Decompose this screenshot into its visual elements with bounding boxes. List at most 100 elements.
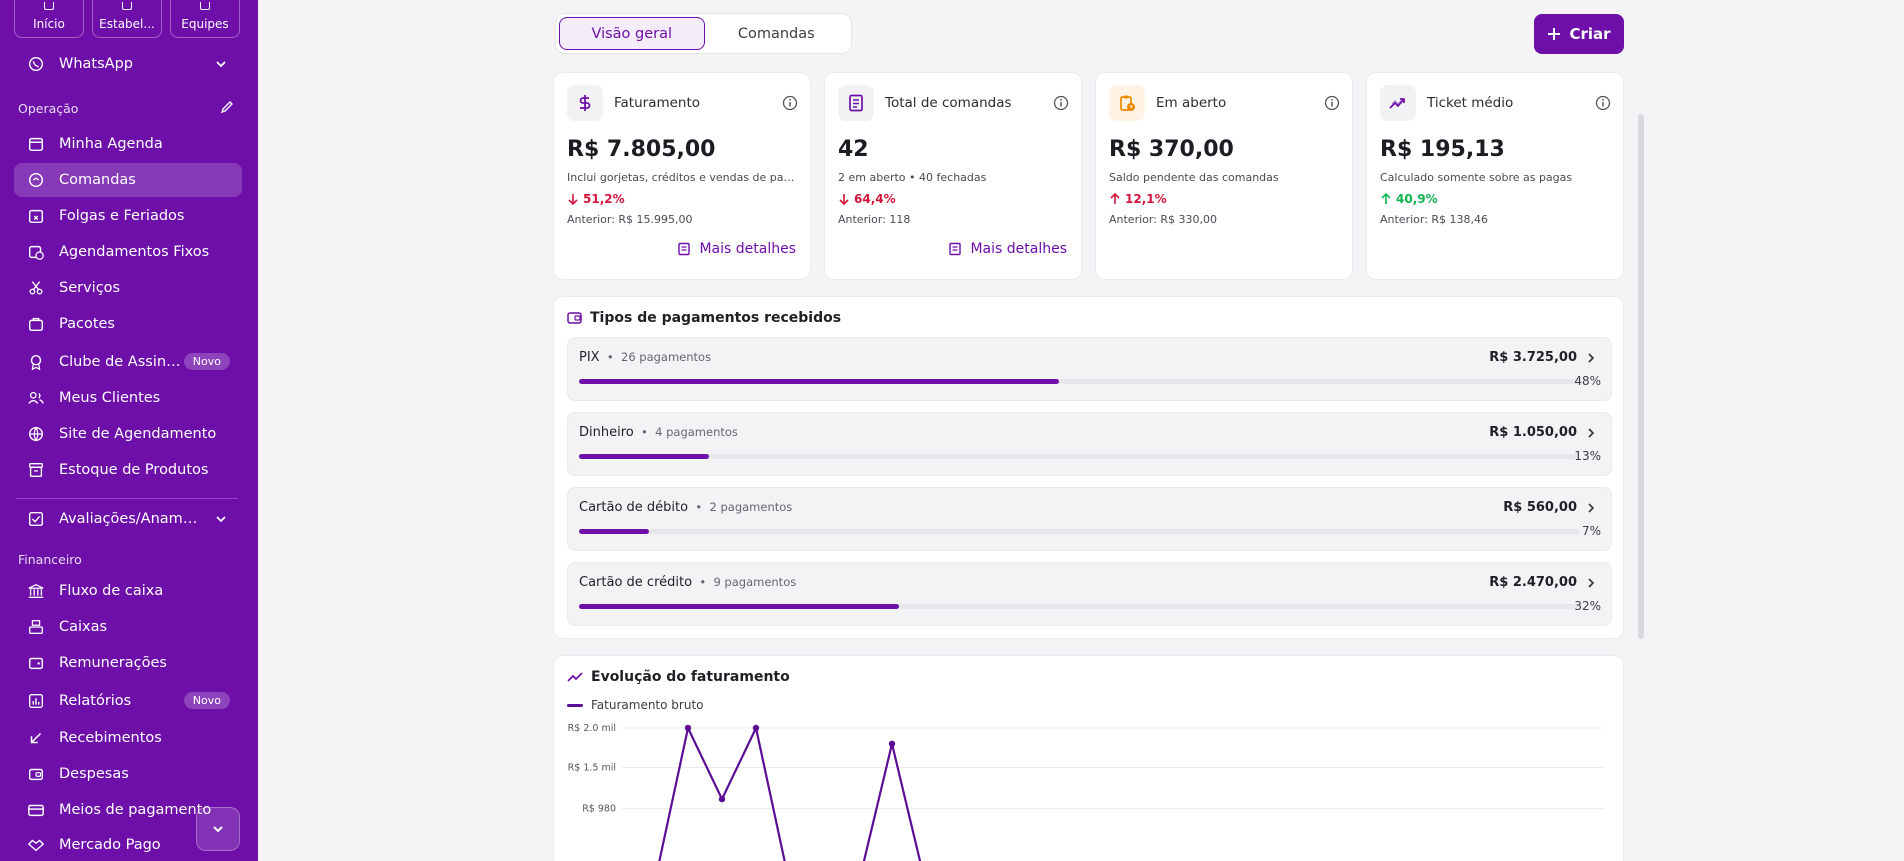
tab-visao-geral[interactable]: Visão geral — [559, 17, 705, 50]
payment-count: 9 pagamentos — [713, 575, 797, 589]
sidebar-item-label: Meios de pagamento — [59, 802, 212, 818]
info-icon[interactable] — [1595, 95, 1611, 111]
sidebar-item-agendamentos-fixos[interactable]: Agendamentos Fixos — [14, 235, 242, 269]
sidebar-item-label: Folgas e Feriados — [59, 208, 185, 224]
payment-name: Dinheiro • 4 pagamentos — [579, 425, 738, 440]
sidebar-item-site-agendamento[interactable]: Site de Agendamento — [14, 417, 242, 451]
handshake-icon — [27, 839, 45, 852]
payment-count: 4 pagamentos — [655, 425, 738, 439]
more-details-link[interactable]: Mais detalhes — [948, 241, 1067, 257]
sidebar-item-label: Remunerações — [59, 655, 167, 671]
payment-row[interactable]: PIX • 26 pagamentos R$ 3.725,00 48% — [567, 337, 1612, 401]
sidebar-item-comandas[interactable]: Comandas — [14, 163, 242, 197]
sidebar-item-servicos[interactable]: Serviços — [14, 271, 242, 305]
sidebar-item-label: WhatsApp — [59, 56, 133, 72]
calendar-clock-icon — [28, 245, 44, 260]
progress-track — [579, 529, 1579, 534]
sidebar-item-label: Relatórios — [59, 693, 132, 709]
payment-name: Cartão de débito • 2 pagamentos — [579, 500, 793, 515]
chevron-right-icon — [1588, 428, 1595, 438]
payment-amount: R$ 3.725,00 — [1489, 350, 1577, 365]
view-tabs: Visão geral Comandas — [555, 13, 852, 54]
sidebar-item-meios-pagamento[interactable]: Meios de pagamento — [14, 793, 242, 827]
main-scrollbar[interactable] — [1638, 114, 1644, 639]
sidebar-item-mercado-pago[interactable]: Mercado Pago — [14, 828, 242, 861]
create-button[interactable]: Criar — [1534, 14, 1624, 54]
sidebar-item-minha-agenda[interactable]: Minha Agenda — [14, 127, 242, 161]
sidebar-item-label: Pacotes — [59, 316, 115, 332]
chevron-down-icon — [216, 516, 226, 523]
sidebar-item-estoque[interactable]: Estoque de Produtos — [14, 453, 242, 487]
tab-comandas[interactable]: Comandas — [737, 25, 815, 42]
y-tick-label: R$ 980 — [582, 804, 616, 815]
progress-track — [579, 454, 1579, 459]
progress-track — [579, 379, 1579, 384]
trend-icon — [1380, 85, 1416, 121]
more-details-link[interactable]: Mais detalhes — [677, 241, 796, 257]
arrow-up-icon — [1110, 193, 1120, 204]
payment-row[interactable]: Dinheiro • 4 pagamentos R$ 1.050,00 13% — [567, 412, 1612, 476]
calendar-x-icon — [28, 209, 44, 224]
sidebar-item-relatorios[interactable]: Relatórios Novo — [14, 684, 242, 718]
data-point[interactable] — [684, 724, 692, 732]
archive-icon — [29, 463, 43, 477]
sidebar-item-clube-assinatura[interactable]: Clube de Assina... Novo — [14, 345, 242, 379]
kpi-title: Faturamento — [614, 95, 701, 111]
sidebar-item-label: Caixas — [59, 619, 108, 635]
info-icon[interactable] — [782, 95, 798, 111]
wallet-icon — [28, 768, 44, 781]
more-details-label: Mais detalhes — [970, 241, 1067, 257]
new-badge: Novo — [183, 692, 230, 709]
progress-fill — [579, 604, 899, 609]
top-tab-label: Estabel... — [99, 17, 155, 31]
payment-row[interactable]: Cartão de crédito • 9 pagamentos R$ 2.47… — [567, 562, 1612, 626]
sidebar: Início Estabel... Equipes WhatsApp Opera… — [0, 0, 258, 861]
sidebar-item-whatsapp[interactable]: WhatsApp — [14, 47, 242, 81]
y-tick-label: R$ 1.5 mil — [568, 763, 616, 774]
kpi-delta: 51,2% — [567, 192, 625, 206]
payment-types-panel: Tipos de pagamentos recebidos PIX • 26 p… — [553, 296, 1624, 639]
kpi-card-faturamento: Faturamento R$ 7.805,00 Inclui gorjetas,… — [553, 72, 811, 280]
payment-percent: 48% — [1574, 374, 1601, 388]
payment-method: PIX — [579, 350, 600, 365]
bar-chart-icon — [29, 694, 43, 708]
data-point[interactable] — [718, 795, 726, 803]
kpi-subtitle: Inclui gorjetas, créditos e vendas de pa… — [567, 171, 799, 184]
chevron-right-icon — [1588, 503, 1595, 513]
sidebar-item-label: Meus Clientes — [59, 390, 161, 406]
top-tab-inicio[interactable]: Início — [14, 0, 84, 38]
info-icon[interactable] — [1324, 95, 1340, 111]
cash-register-icon — [29, 620, 43, 634]
info-icon[interactable] — [1053, 95, 1069, 111]
kpi-subtitle: 2 em aberto • 40 fechadas — [838, 171, 987, 184]
scroll-down-button[interactable] — [196, 807, 240, 851]
progress-fill — [579, 529, 649, 534]
top-tab-estabelecimento[interactable]: Estabel... — [92, 0, 162, 38]
progress-fill — [579, 454, 709, 459]
kpi-previous: Anterior: 118 — [838, 213, 911, 226]
package-icon — [28, 317, 44, 332]
sidebar-item-recebimentos[interactable]: Recebimentos — [14, 721, 242, 755]
sidebar-item-avaliacoes[interactable]: Avaliações/Anamn... — [14, 502, 242, 536]
sidebar-item-fluxo-caixa[interactable]: Fluxo de caixa — [14, 574, 242, 608]
sidebar-item-folgas[interactable]: Folgas e Feriados — [14, 199, 242, 233]
sidebar-item-label: Clube de Assina... — [59, 354, 184, 370]
arrow-down-left-icon — [30, 732, 42, 744]
new-badge: Novo — [183, 353, 230, 370]
sidebar-item-pacotes[interactable]: Pacotes — [14, 307, 242, 341]
series-line — [658, 724, 922, 861]
sidebar-item-caixas[interactable]: Caixas — [14, 610, 242, 644]
data-point[interactable] — [888, 740, 896, 747]
sidebar-item-remuneracoes[interactable]: Remunerações — [14, 646, 242, 680]
data-point[interactable] — [752, 724, 760, 732]
kpi-card-ticket-medio: Ticket médio R$ 195,13 Calculado somente… — [1366, 72, 1624, 280]
kpi-delta: 40,9% — [1380, 192, 1438, 206]
sidebar-item-meus-clientes[interactable]: Meus Clientes — [14, 381, 242, 415]
top-tab-equipes[interactable]: Equipes — [170, 0, 240, 38]
sidebar-item-despesas[interactable]: Despesas — [14, 757, 242, 791]
payment-row[interactable]: Cartão de débito • 2 pagamentos R$ 560,0… — [567, 487, 1612, 551]
dollar-icon — [567, 85, 603, 121]
chart-legend: Faturamento bruto — [567, 698, 704, 712]
pencil-icon[interactable] — [220, 100, 234, 114]
sidebar-item-label: Comandas — [59, 172, 136, 188]
